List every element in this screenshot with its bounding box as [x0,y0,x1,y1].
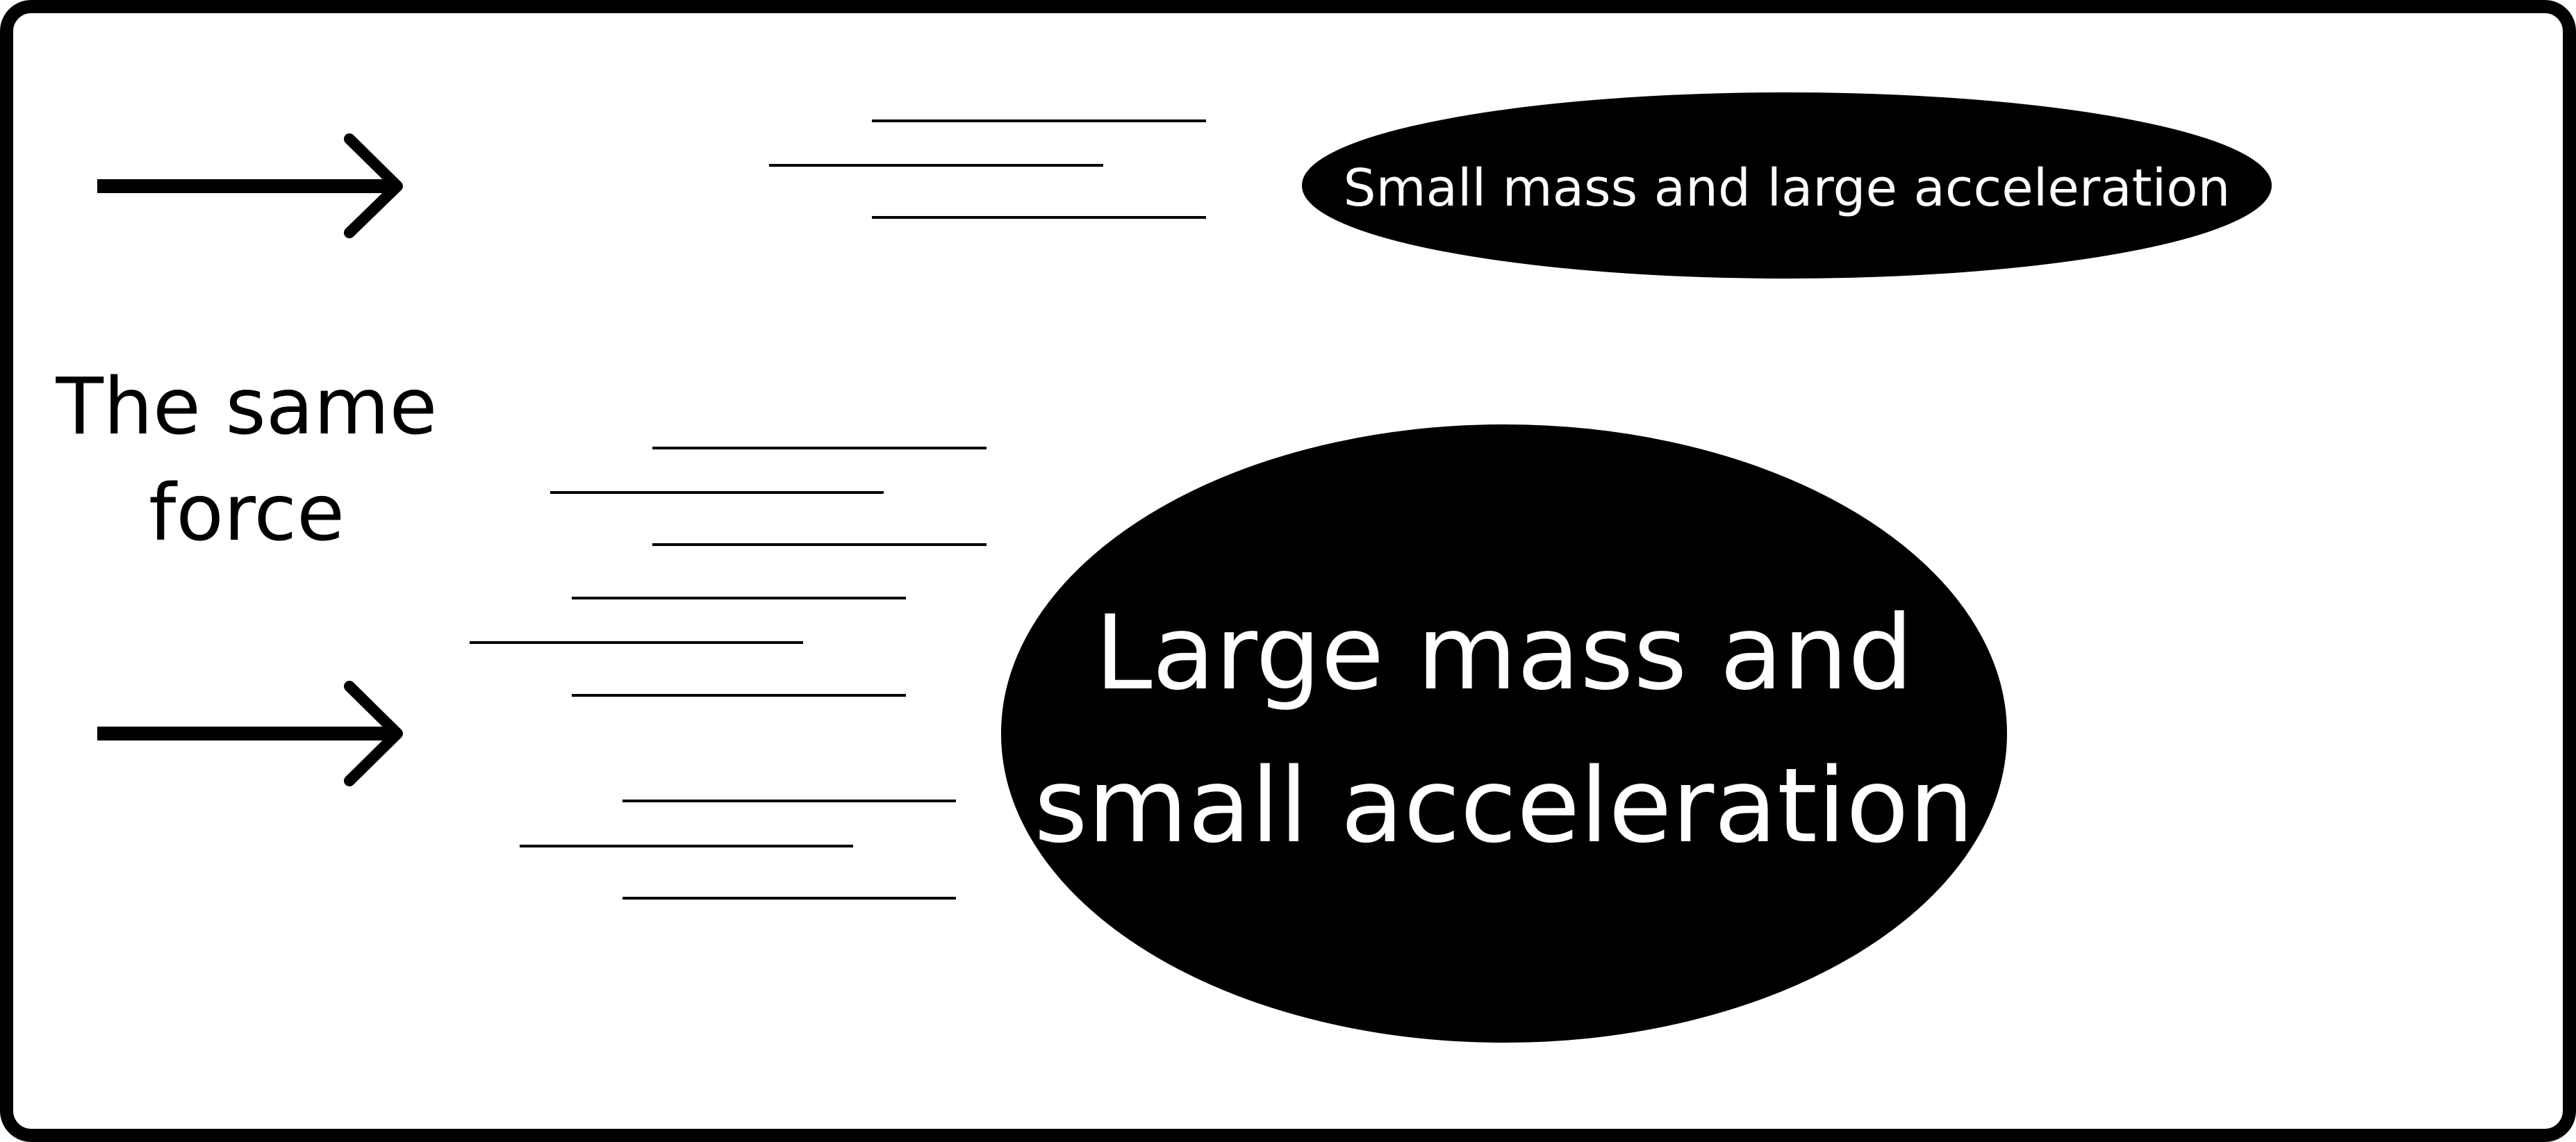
top-force-arrow-icon [97,133,403,238]
large-mass-body [1001,424,2007,1043]
small-mass-body [1302,92,2272,279]
bottom-force-arrow-icon [97,681,403,786]
same-force-label-line1: The same [56,362,438,452]
same-force-label: The same force [42,354,452,567]
large-body-motion-lines [470,447,986,900]
large-mass-label-line1: Large mass and [1094,593,1913,713]
same-force-label-line2: force [148,468,345,558]
small-body-motion-lines [769,119,1206,219]
small-mass-label: Small mass and large acceleration [1343,158,2231,218]
large-mass-label-line2: small acceleration [1034,746,1974,866]
large-mass-label: Large mass and small acceleration [1003,577,2005,882]
